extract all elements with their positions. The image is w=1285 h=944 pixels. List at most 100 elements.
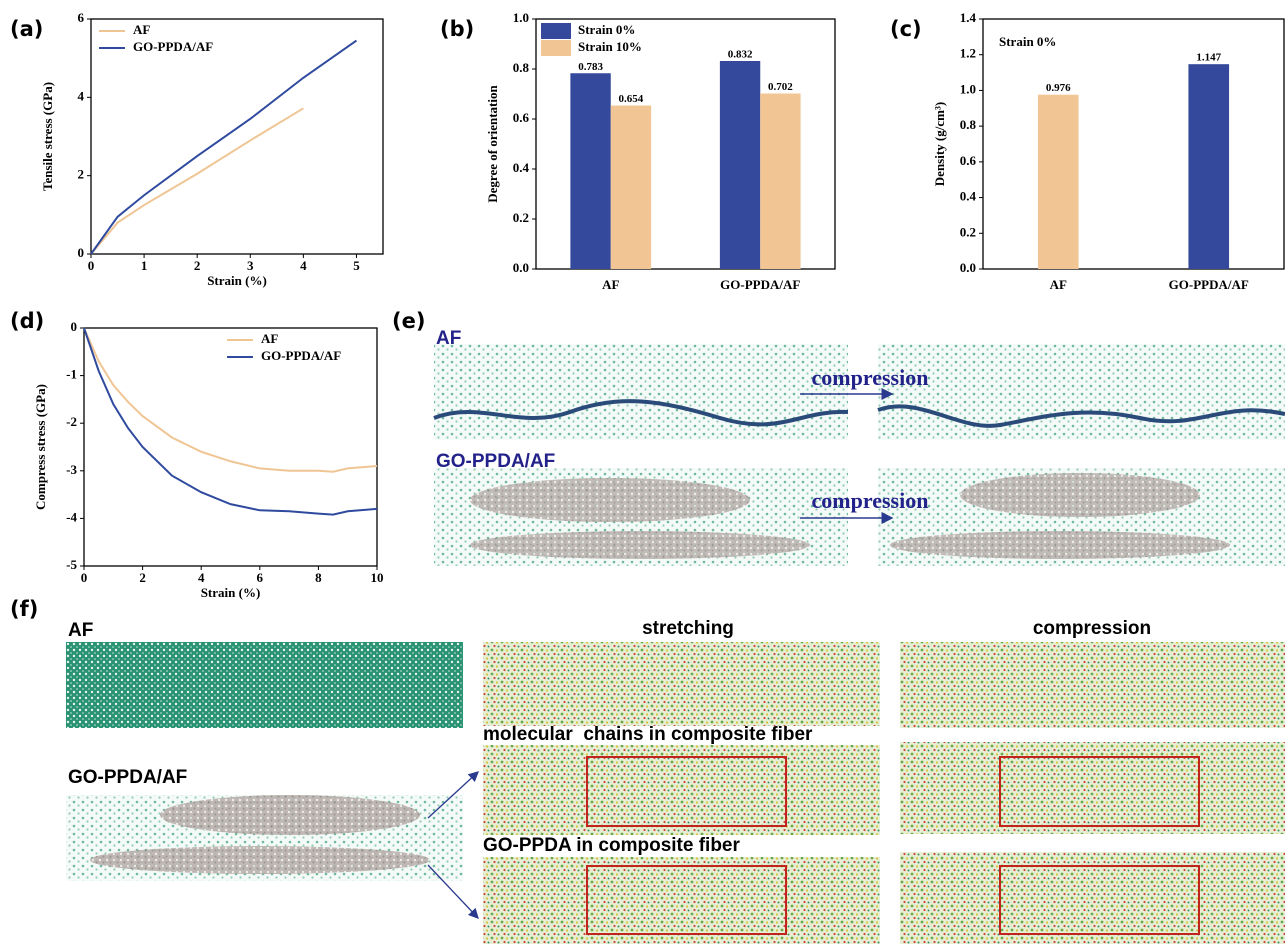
x-tick-label: AF	[1050, 277, 1067, 292]
line	[83, 327, 378, 516]
x-tick-label: 10	[371, 570, 384, 585]
md-image	[66, 642, 463, 728]
md-image	[878, 344, 1285, 440]
arrow	[427, 771, 479, 819]
charts: (a) 0 2 4 6 0 1 2 3 4 5 Tensile stress (GPa) Strain …	[10, 10, 1285, 600]
highlight-box	[586, 865, 787, 935]
y-tick-label: 0.4	[960, 189, 977, 204]
caption: molecular chains in composite fiber	[483, 724, 813, 745]
legend-swatch	[541, 40, 571, 56]
y-tick-label: 0	[71, 319, 78, 334]
x-tick-label: 1	[141, 258, 148, 273]
column-label: stretching	[642, 618, 734, 639]
y-tick-label: 0.6	[513, 110, 530, 125]
bar	[610, 105, 652, 269]
legend-label: Strain 10%	[578, 39, 642, 54]
chain	[433, 399, 849, 427]
highlight-box	[999, 756, 1200, 827]
x-tick-label: 0	[81, 570, 88, 585]
x-tick-label: 5	[353, 258, 360, 273]
bar	[1188, 64, 1230, 269]
x-tick-label: 6	[257, 570, 264, 585]
go-sheet	[470, 531, 810, 559]
y-tick-label: -1	[66, 367, 77, 382]
y-tick-label: 2	[78, 167, 85, 182]
value-label: 0.976	[1046, 82, 1071, 94]
legend-label: GO-PPDA/AF	[133, 39, 213, 54]
md-image	[434, 344, 848, 440]
y-tick-label: 1.4	[960, 10, 977, 25]
go-sheet	[890, 531, 1230, 559]
bar	[570, 73, 611, 269]
action-label: compression	[812, 488, 929, 513]
x-tick-label: 2	[194, 258, 201, 273]
value-label: 0.832	[728, 49, 753, 61]
action-label: compression	[812, 365, 929, 390]
go-sheet	[960, 473, 1200, 517]
x-tick-label: 3	[247, 258, 254, 273]
y-axis-title: Compress stress (GPa)	[33, 384, 48, 510]
x-tick-label: 4	[300, 258, 307, 273]
caption: GO-PPDA in composite fiber	[483, 835, 740, 856]
line	[90, 39, 358, 255]
y-axis-title: Degree of orientation	[485, 85, 500, 203]
x-tick-label: 0	[88, 258, 95, 273]
y-tick-label: -5	[66, 557, 77, 572]
line	[83, 327, 378, 473]
legend-swatch	[541, 23, 571, 39]
y-tick-label: 0.8	[960, 117, 977, 132]
plot-frame	[90, 18, 384, 255]
value-label: 0.783	[578, 61, 603, 73]
y-axis-title: Tensile stress (GPa)	[40, 82, 55, 191]
md-image	[900, 642, 1285, 728]
legend-label: Strain 0%	[578, 22, 635, 37]
y-tick-label: 6	[78, 10, 85, 25]
x-tick-label: AF	[602, 277, 619, 292]
chain	[877, 404, 1285, 428]
y-tick-label: -3	[66, 462, 77, 477]
row-label: AF	[436, 328, 461, 349]
bar	[1037, 94, 1079, 269]
y-tick-label: 0.0	[960, 260, 976, 275]
x-axis-title: Strain (%)	[201, 585, 261, 600]
panel-label: (e)	[392, 309, 425, 333]
panel-label: (a)	[10, 17, 43, 41]
plot-frame	[535, 18, 836, 270]
md-image	[483, 857, 880, 944]
value-label: 0.702	[768, 81, 793, 93]
plot-frame	[982, 18, 1285, 270]
y-tick-label: -2	[66, 414, 77, 429]
y-tick-label: 0.2	[513, 210, 529, 225]
value-label: 1.147	[1196, 52, 1221, 64]
y-tick-label: 0.2	[960, 224, 976, 239]
plot-frame	[83, 327, 378, 567]
x-axis-title: Strain (%)	[207, 273, 267, 288]
highlight-box	[999, 865, 1200, 935]
x-tick-label: 8	[315, 570, 322, 585]
x-tick-label: GO-PPDA/AF	[1169, 277, 1249, 292]
column-label: compression	[1033, 618, 1151, 639]
y-axis-title: Density (g/cm³)	[932, 102, 947, 186]
legend-label: GO-PPDA/AF	[261, 348, 341, 363]
legend-label: AF	[261, 331, 278, 346]
x-tick-label: 2	[139, 570, 146, 585]
row-label: AF	[68, 620, 93, 641]
arrow	[427, 864, 479, 919]
y-tick-label: 1.2	[960, 46, 976, 61]
y-tick-label: 4	[78, 88, 85, 103]
y-tick-label: 0.4	[513, 160, 530, 175]
panel-label: (b)	[440, 17, 474, 41]
y-tick-label: 0.0	[513, 260, 529, 275]
x-tick-label: 4	[198, 570, 205, 585]
md-image	[483, 642, 880, 726]
bar	[760, 93, 801, 269]
panel-label: (c)	[890, 17, 922, 41]
md-image	[483, 745, 880, 835]
y-tick-label: 1.0	[513, 10, 529, 25]
bar	[719, 61, 761, 269]
md-image	[900, 742, 1285, 834]
x-tick-label: GO-PPDA/AF	[720, 277, 800, 292]
annotation: Strain 0%	[999, 34, 1056, 49]
highlight-box	[586, 756, 787, 827]
